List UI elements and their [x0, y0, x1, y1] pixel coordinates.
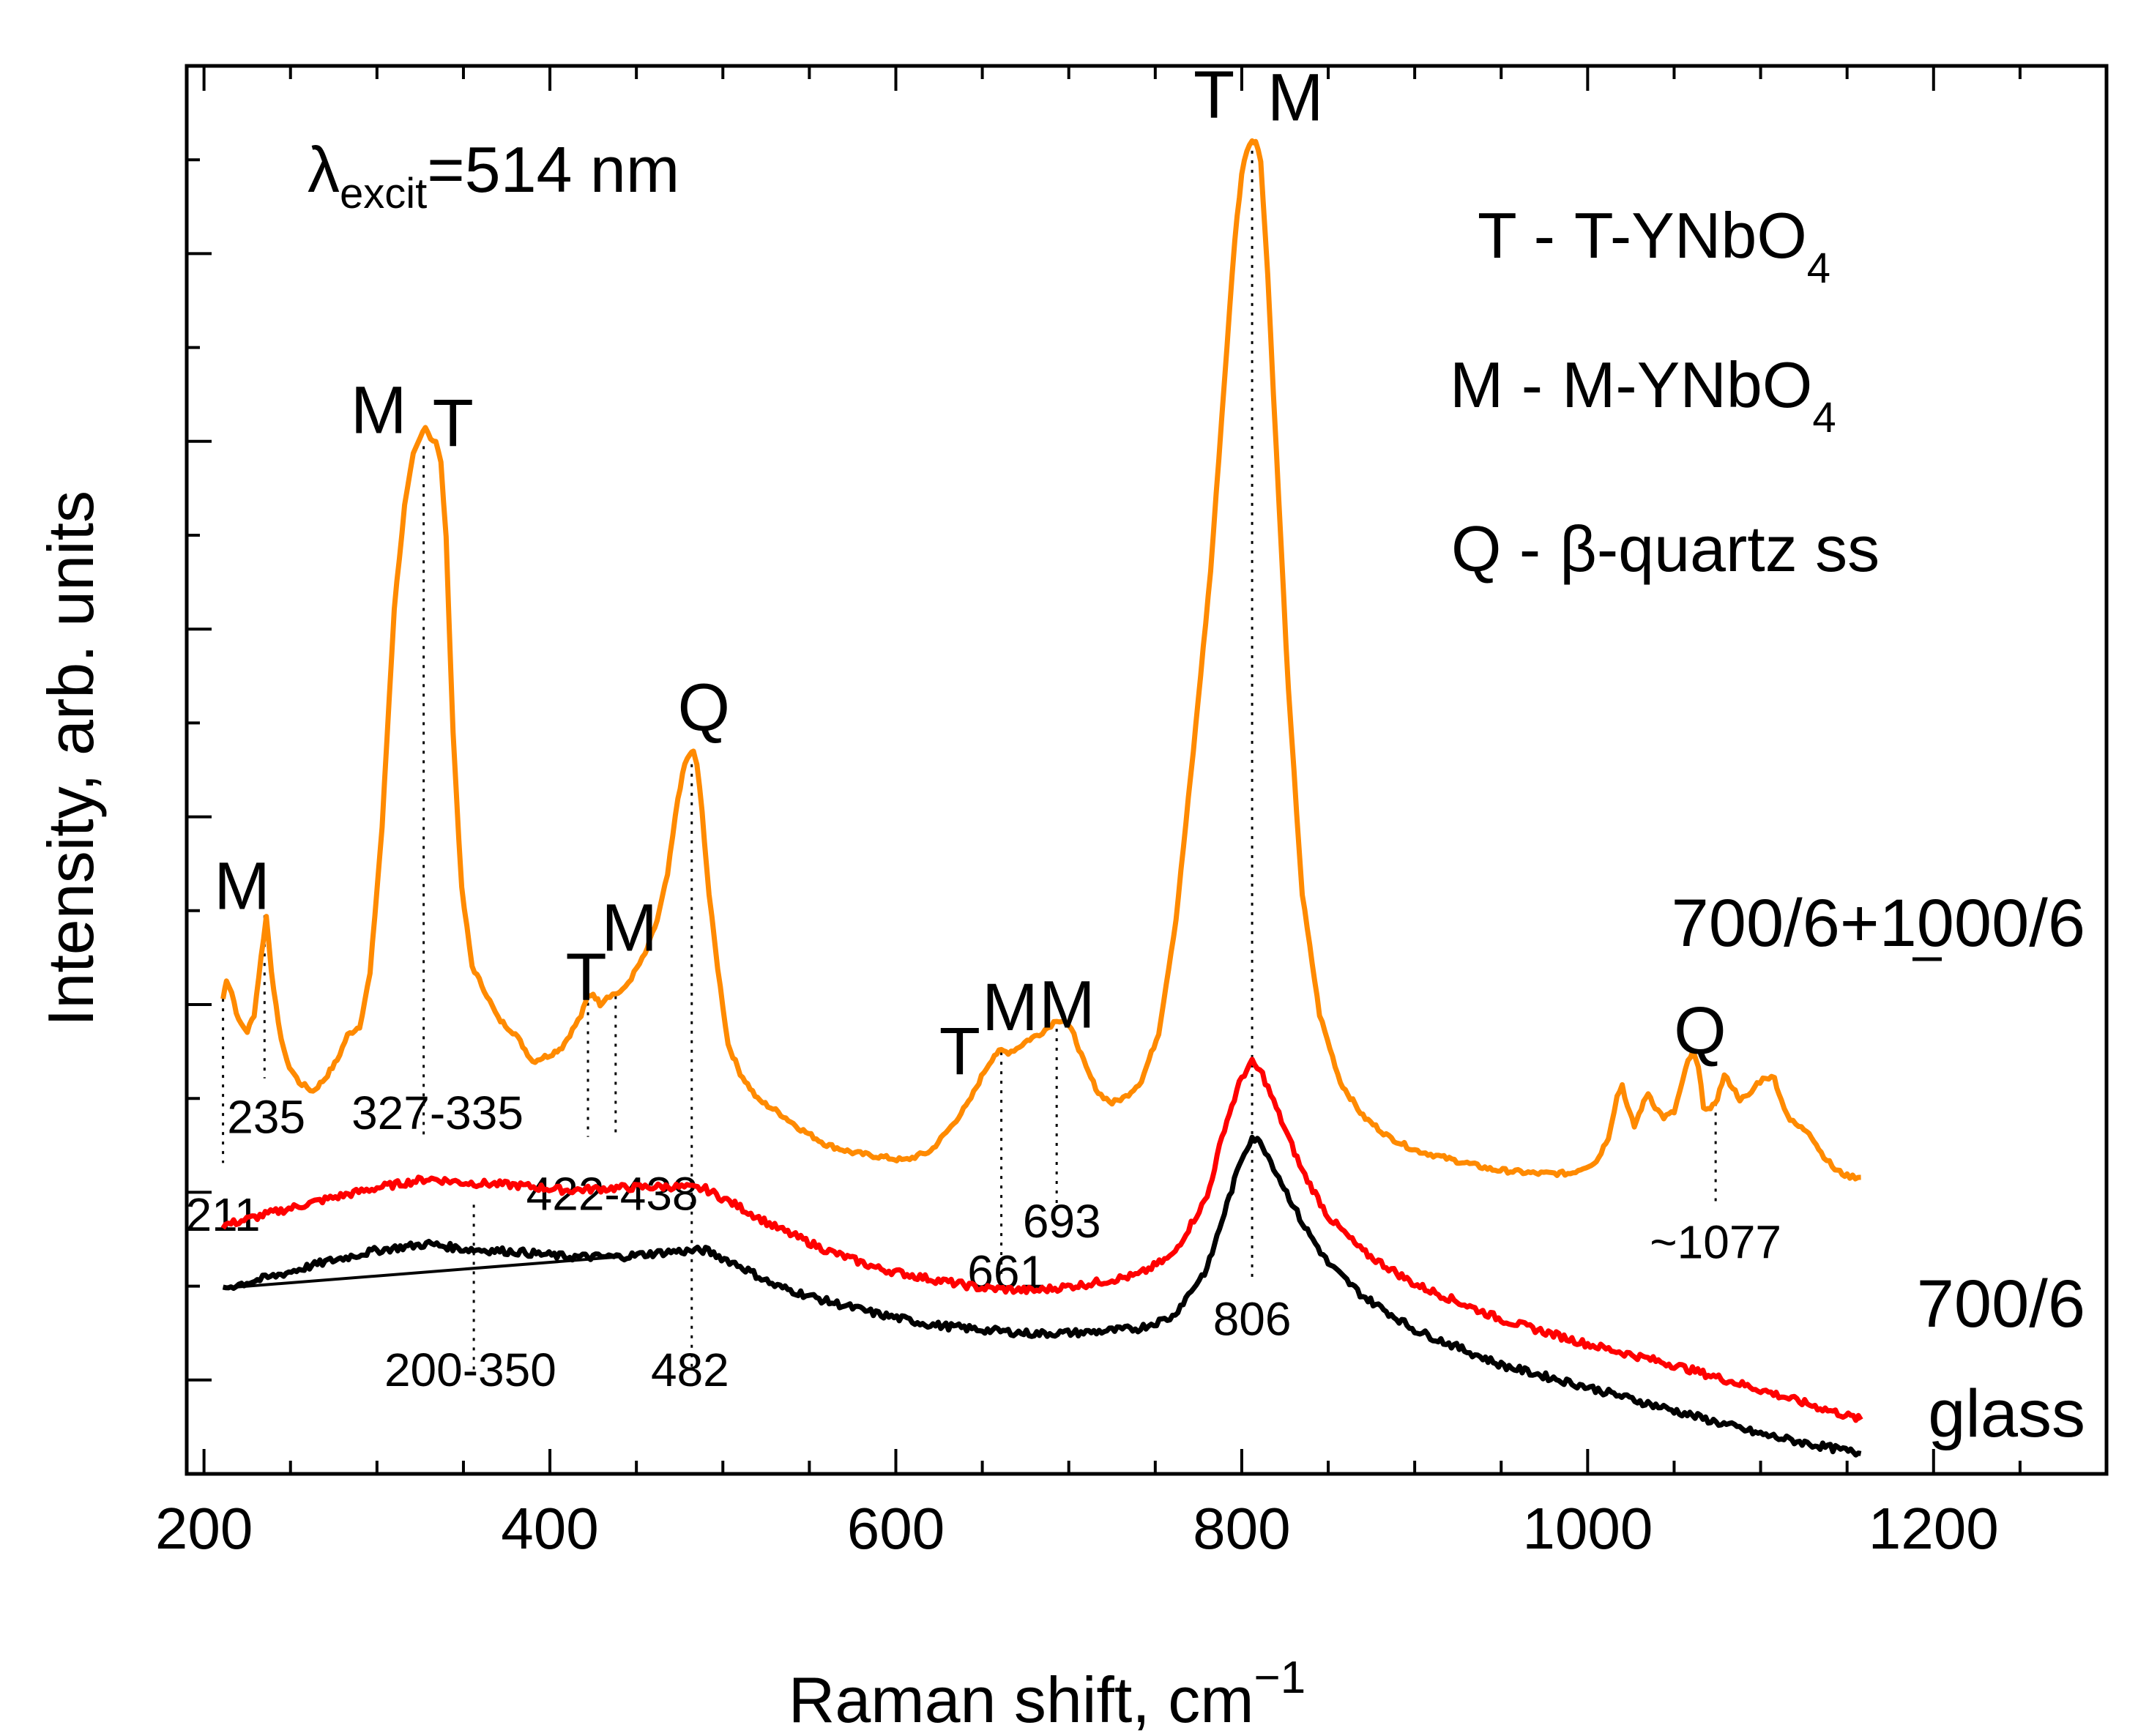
peak-letter-m: M [601, 890, 658, 965]
plot-frame [185, 64, 2109, 1476]
glass-baseline [223, 1255, 619, 1290]
x-tick-label: 800 [1193, 1496, 1290, 1561]
lambda-symbol: λ [308, 133, 340, 206]
peak-letter-q: Q [1674, 994, 1727, 1068]
excitation-wavelength: λexcit=514 nm [308, 133, 679, 217]
x-tick-label: 1200 [1869, 1496, 1999, 1561]
y-axis-ticks [187, 64, 212, 1475]
peak-marker-label: ~1077 [1650, 1215, 1781, 1268]
peak-letter-m: M [1267, 60, 1324, 135]
series-group [220, 138, 1863, 1458]
x-tick-label: 1000 [1522, 1496, 1653, 1561]
legend-item-m: M - M-YNbO4 [1450, 349, 1836, 442]
series-label-main: 700/6+1000 [1672, 886, 2030, 961]
series-line-700-6-1000-6 [220, 138, 1861, 1182]
series-label-glass: glass [1928, 1376, 2085, 1451]
x-axis-label: Raman shift, cm−1 [789, 1653, 1305, 1736]
legend-subscript: 4 [1812, 394, 1836, 442]
series-label-700-6-1000-6: 700/6+1000/6 [1672, 886, 2085, 961]
x-axis-label-exponent: −1 [1254, 1653, 1306, 1703]
peak-marker-label: 693 [1023, 1195, 1101, 1248]
peak-marker-label: 806 [1213, 1292, 1292, 1345]
peak-marker-label: 327-335 [351, 1087, 524, 1139]
series-line-700-6 [220, 1057, 1863, 1423]
legend-name: M-YNbO [1562, 349, 1812, 421]
excitation-value: =514 nm [427, 133, 679, 206]
peak-letter-m: M [982, 970, 1038, 1045]
peak-letter-m: M [1039, 967, 1095, 1042]
legend-name: T-YNbO [1574, 199, 1807, 272]
series-line-glass [222, 1134, 1862, 1458]
legend-item-q: Q - β-quartz ss [1451, 513, 1880, 585]
peak-letter-t: T [566, 940, 607, 1015]
series-label-tail: /6 [2029, 886, 2085, 961]
plot-border [185, 64, 2109, 1476]
legend-subscript: 4 [1807, 245, 1830, 292]
legend-name: β-quartz ss [1560, 513, 1880, 585]
peak-marker-label: 482 [651, 1344, 729, 1396]
peak-letter-t: T [939, 1014, 980, 1089]
legend-code: T - [1478, 199, 1555, 272]
x-axis-ticks: 200 400 600 800 1000 1200 [155, 66, 2108, 1561]
y-axis-label: Intensity, arb. units [34, 491, 107, 1027]
peak-letter-m: M [351, 373, 407, 448]
legend: T - T-YNbO4 M - M-YNbO4 Q - β-quartz ss [1450, 199, 1880, 585]
excitation-subscript: excit [340, 170, 427, 217]
peak-marker-label: 200-350 [384, 1344, 556, 1396]
baseline-group [223, 1255, 619, 1290]
peak-marker-label: 235 [227, 1090, 305, 1143]
x-tick-label: 200 [155, 1496, 253, 1561]
peak-marker-label: 422-438 [526, 1167, 699, 1220]
series-labels-group: 700/6+1000/6 700/6 glass [1672, 886, 2085, 1451]
peak-letter-m: M [214, 849, 270, 923]
x-tick-label: 600 [847, 1496, 945, 1561]
x-tick-label: 400 [501, 1496, 598, 1561]
legend-item-t: T - T-YNbO4 [1478, 199, 1830, 292]
x-axis-label-text: Raman shift, cm [789, 1664, 1254, 1736]
legend-code: Q - [1451, 513, 1541, 585]
peak-letter-t: T [1193, 58, 1234, 133]
peak-letter-q: Q [678, 670, 731, 745]
series-label-700-6: 700/6 [1917, 1267, 2085, 1341]
peak-letter-t: T [433, 386, 474, 461]
legend-code: M - [1450, 349, 1543, 421]
